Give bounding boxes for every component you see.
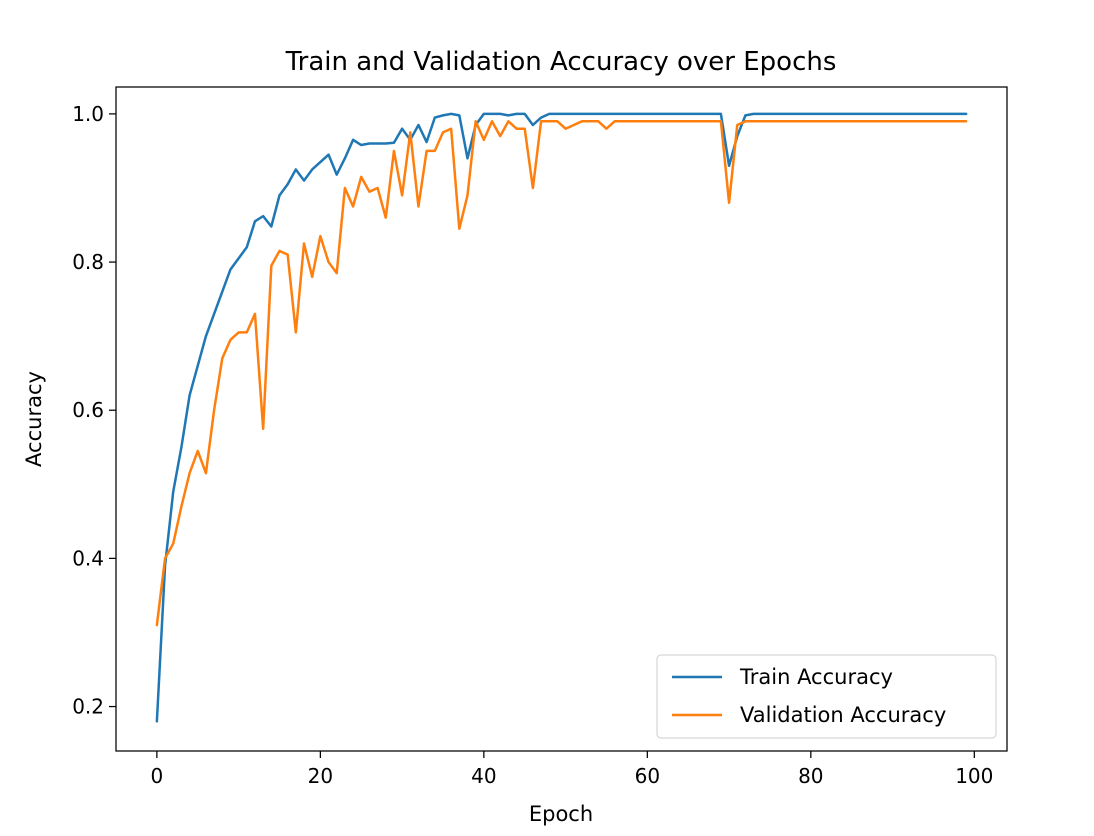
x-tick-label: 80 <box>798 764 823 788</box>
y-axis-ticks: 0.2 0.4 0.6 0.8 1.0 <box>72 102 116 719</box>
x-tick-label: 60 <box>635 764 660 788</box>
y-tick-label: 0.8 <box>72 250 104 274</box>
plot-lines <box>155 112 968 723</box>
series-line-validation <box>155 120 968 627</box>
y-tick-label: 0.2 <box>72 695 104 719</box>
y-tick-label: 0.6 <box>72 398 104 422</box>
x-axis-label: Epoch <box>529 802 593 826</box>
axes-frame <box>115 86 1008 752</box>
chart-title: Train and Validation Accuracy over Epoch… <box>285 47 837 77</box>
legend-box <box>656 654 997 739</box>
y-tick-label: 0.4 <box>72 546 104 570</box>
legend-label-validation: Validation Accuracy <box>740 703 946 727</box>
series-line-train <box>155 112 968 723</box>
legend-label-train: Train Accuracy <box>739 665 893 689</box>
legend: Train Accuracy Validation Accuracy <box>656 654 997 739</box>
x-tick-label: 0 <box>151 764 164 788</box>
x-tick-label: 20 <box>308 764 333 788</box>
x-tick-label: 100 <box>955 764 993 788</box>
x-tick-label: 40 <box>471 764 496 788</box>
y-axis-label: Accuracy <box>22 371 46 467</box>
x-axis-ticks: 0 20 40 60 80 100 <box>151 751 993 788</box>
y-tick-label: 1.0 <box>72 102 104 126</box>
